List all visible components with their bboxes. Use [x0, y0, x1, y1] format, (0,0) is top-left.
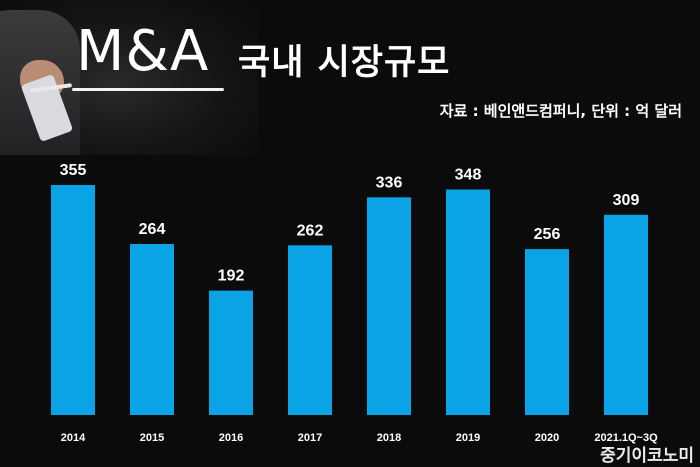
data-label-2016: 192 — [218, 268, 245, 285]
data-label-2018: 336 — [376, 174, 403, 191]
bar-2017 — [288, 245, 332, 415]
bar-2016 — [209, 290, 253, 415]
bar-2015 — [130, 244, 174, 415]
category-label-2017: 2017 — [298, 432, 322, 444]
header-photo — [0, 0, 258, 155]
title-underline — [72, 88, 224, 91]
bar-2018 — [367, 197, 411, 415]
source-note: 자료 : 베인앤드컴퍼니, 단위 : 억 달러 — [439, 102, 682, 120]
data-label-2015: 264 — [139, 221, 166, 238]
watermark-logo: 중기이코노미 — [600, 446, 694, 466]
data-label-2020: 256 — [534, 226, 561, 243]
category-label-2016: 2016 — [219, 432, 243, 444]
category-label-2020: 2020 — [535, 432, 559, 444]
category-label-2018: 2018 — [377, 432, 401, 444]
category-label-2019: 2019 — [456, 432, 480, 444]
bar-2021.1Q~3Q — [604, 214, 648, 415]
category-label-2014: 2014 — [61, 432, 86, 444]
bar-2014 — [51, 185, 95, 415]
category-label-2021.1Q~3Q: 2021.1Q~3Q — [594, 432, 658, 444]
chart-title-sub: 국내 시장규모 — [238, 43, 451, 83]
data-label-2021.1Q~3Q: 309 — [613, 192, 640, 209]
bar-2020 — [525, 249, 569, 415]
data-label-2017: 262 — [297, 222, 324, 239]
data-label-2019: 348 — [455, 167, 482, 184]
category-label-2015: 2015 — [140, 432, 164, 444]
data-label-2014: 355 — [60, 162, 87, 179]
bar-2019 — [446, 189, 490, 415]
chart-title-main: M&A — [76, 19, 210, 84]
